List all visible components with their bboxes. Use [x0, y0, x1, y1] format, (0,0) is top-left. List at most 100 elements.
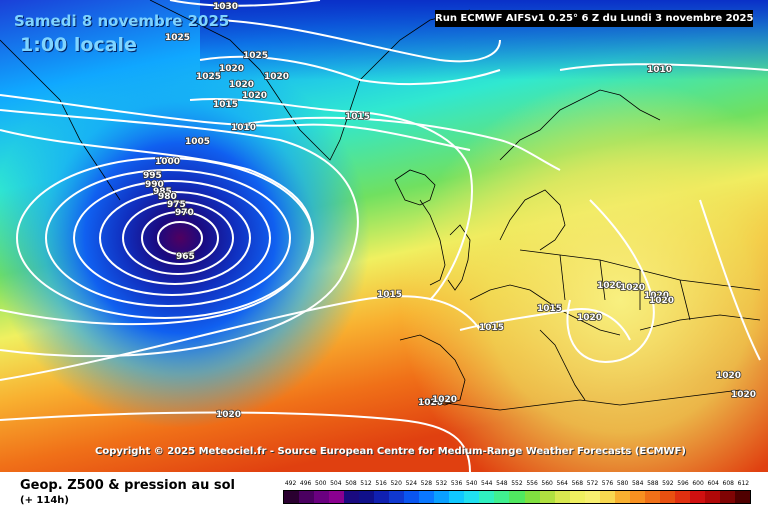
- scale-label: 600: [692, 480, 704, 487]
- isobar-label: 1025: [243, 51, 268, 61]
- scale-swatch: [314, 491, 330, 503]
- isobar-label: 1020: [219, 64, 244, 74]
- run-info: Run ECMWF AIFSv1 0.25° 6 Z du Lundi 3 no…: [435, 10, 753, 27]
- scale-label: 596: [677, 480, 689, 487]
- isobar-label: 1020: [731, 390, 756, 400]
- isobar-975: [122, 201, 234, 275]
- isobar-label: 1015: [479, 323, 504, 333]
- iceland: [394, 169, 436, 206]
- isobar-label: 970: [175, 208, 194, 218]
- scale-label: 612: [737, 480, 750, 487]
- scale-label: 580: [616, 480, 629, 487]
- britain: [447, 224, 471, 291]
- isobar-980: [99, 191, 251, 285]
- legend-footer: Geop. Z500 & pression au sol (+ 114h) 49…: [0, 472, 768, 512]
- scale-label: 564: [556, 480, 568, 487]
- color-scale-labels: 492 496 500 504 508 512 516 520 524 528 532 536 540 5…: [283, 480, 751, 490]
- scale-swatch: [359, 491, 375, 503]
- scale-swatch: [284, 491, 300, 503]
- scandinavia-north: [499, 89, 661, 161]
- scale-label: 536: [450, 480, 463, 487]
- isobar-1000: [0, 129, 313, 326]
- canada-coast: [0, 39, 121, 201]
- isobar-label: 1005: [185, 137, 210, 147]
- forecast-map: 1030 1025 1025 1025 1020 1020 1020 1020 …: [0, 0, 768, 472]
- color-scale: 492 496 500 504 508 512 516 520 524 528 532 536 540 5…: [283, 480, 751, 504]
- scale-label: 504: [330, 480, 342, 487]
- forecast-time: 1:00 locale: [20, 34, 137, 56]
- scale-swatch: [599, 491, 615, 503]
- color-scale-bar: [283, 490, 751, 504]
- isobar-label: 1020: [644, 291, 669, 301]
- isobar-label: 1020: [264, 72, 289, 82]
- scale-label: 592: [662, 480, 674, 487]
- scale-label: 604: [707, 480, 719, 487]
- isobar-985: [73, 180, 271, 296]
- scale-swatch: [329, 491, 345, 503]
- z500-trough: [0, 0, 768, 472]
- isobar-1010: [239, 116, 561, 171]
- scale-label: 500: [315, 480, 327, 487]
- isobar-label: 1015: [377, 290, 402, 300]
- scale-swatch: [539, 491, 555, 503]
- isobar-label: 1015: [537, 304, 562, 314]
- scale-swatch: [479, 491, 495, 503]
- scale-swatch: [389, 491, 405, 503]
- scandinavia-south: [499, 189, 566, 251]
- scale-label: 512: [360, 480, 372, 487]
- scale-swatch: [719, 491, 735, 503]
- isobar-label: 1020: [229, 80, 254, 90]
- scale-label: 528: [420, 480, 433, 487]
- isobar-label: 1025: [165, 33, 190, 43]
- scale-swatch: [689, 491, 705, 503]
- borders: [519, 249, 761, 321]
- isobar-1025-n: [219, 19, 501, 63]
- isobar-label: 1020: [597, 281, 622, 291]
- scale-label: 544: [481, 480, 493, 487]
- scale-label: 524: [405, 480, 418, 487]
- scale-swatch: [374, 491, 390, 503]
- isobar-1030: [169, 0, 321, 7]
- map-canvas: 1030 1025 1025 1025 1020 1020 1020 1020 …: [0, 0, 768, 472]
- isobar-labels: 1030 1025 1025 1025 1020 1020 1020 1020 …: [142, 1, 757, 421]
- north-africa: [419, 389, 741, 411]
- scale-swatch: [659, 491, 675, 503]
- copyright-notice: Copyright © 2025 Meteociel.fr - Source E…: [95, 446, 686, 457]
- isobar-1010-west: [0, 94, 471, 151]
- italy: [539, 329, 586, 401]
- isobar-label: 985: [153, 187, 172, 197]
- scale-swatch: [644, 491, 660, 503]
- scale-label: 576: [601, 480, 614, 487]
- isobar-label: 1015: [345, 112, 370, 122]
- isobar-1005: [0, 109, 359, 358]
- scale-swatch: [569, 491, 585, 503]
- isobar-1015-eu: [459, 308, 631, 341]
- isobar-label: 1020: [716, 371, 741, 381]
- ireland-uk: [419, 199, 446, 286]
- scale-label: 572: [586, 480, 599, 487]
- isobar-label: 1030: [213, 2, 238, 12]
- isobar-label: 1015: [213, 100, 238, 110]
- scale-label: 508: [345, 480, 357, 487]
- isobar-label: 995: [143, 171, 162, 181]
- scale-swatch: [734, 491, 750, 503]
- scale-swatch: [614, 491, 630, 503]
- isobar-label: 980: [158, 192, 177, 202]
- scale-label: 556: [526, 480, 538, 487]
- scale-swatch: [344, 491, 360, 503]
- isobar-1020-east: [699, 199, 761, 361]
- isobar-990: [45, 169, 291, 307]
- scale-label: 540: [465, 480, 478, 487]
- scale-label: 520: [390, 480, 402, 487]
- coastlines: [0, 0, 761, 411]
- scale-swatch: [449, 491, 465, 503]
- black-sea: [639, 314, 761, 331]
- europe-west: [469, 284, 621, 336]
- scale-swatch: [509, 491, 525, 503]
- isobar-1015-north: [189, 97, 473, 301]
- scale-swatch: [419, 491, 435, 503]
- isobar-label: 1020: [242, 91, 267, 101]
- isobar-label: 1020: [649, 296, 674, 306]
- isobar-1020-n: [199, 55, 501, 86]
- isobar-label: 965: [176, 252, 195, 262]
